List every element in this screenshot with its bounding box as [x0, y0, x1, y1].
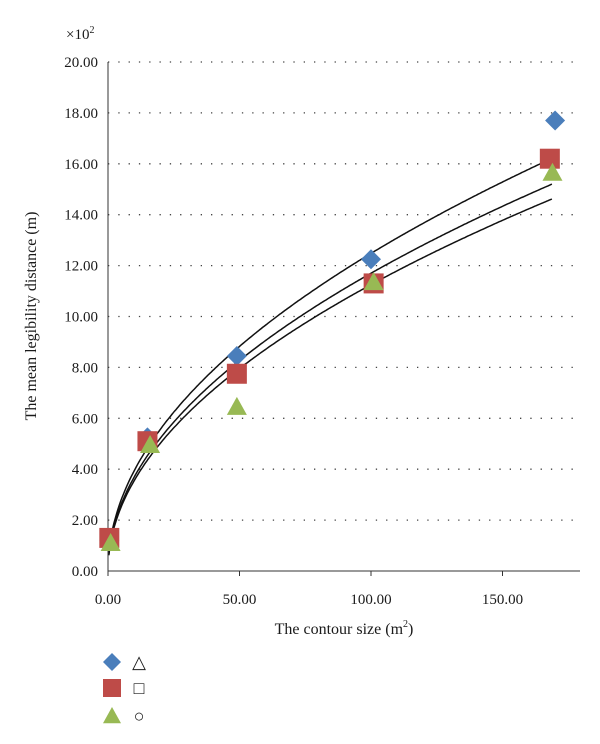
x-tick-label: 100.00	[350, 592, 391, 608]
x-tick-label: 150.00	[482, 592, 523, 608]
y-multiplier: ×102	[66, 25, 94, 43]
y-tick-label: 8.00	[72, 360, 98, 376]
y-tick-label: 6.00	[72, 411, 98, 427]
legend-symbol: △	[132, 652, 146, 672]
diamond-point	[361, 249, 381, 270]
x-tick-label: 50.00	[223, 592, 257, 608]
legend-square-marker	[103, 679, 121, 697]
tick-labels: 0.00 2.00 4.00 6.00 8.00 10.00 12.00 14.00 16.00…	[64, 55, 523, 608]
y-tick-label: 20.00	[64, 55, 98, 71]
y-tick-label: 4.00	[72, 462, 98, 478]
y-tick-label: 16.00	[64, 157, 98, 173]
fit-curve-1	[108, 157, 553, 554]
y-tick-label: 18.00	[64, 106, 98, 122]
triangle-point	[226, 396, 247, 415]
x-axis-title: The contour size (m2)	[275, 619, 414, 638]
square-point	[226, 363, 247, 384]
x-tick-label: 0.00	[95, 592, 121, 608]
y-tick-label: 10.00	[64, 310, 98, 326]
triangle-point	[542, 162, 563, 181]
fit-curve-2	[108, 183, 553, 555]
legend: △ □ ○	[103, 652, 146, 726]
legend-symbol: ○	[134, 706, 145, 726]
fit-curve-3	[108, 198, 553, 556]
triangle-point	[140, 435, 161, 454]
diamond-point	[545, 110, 566, 131]
legend-diamond-marker	[103, 653, 121, 671]
data-points	[99, 110, 566, 552]
y-tick-label: 14.00	[64, 208, 98, 224]
legend-triangle-marker	[103, 707, 121, 724]
y-tick-label: 0.00	[72, 564, 98, 580]
square-point	[539, 148, 560, 169]
y-tick-label: 2.00	[72, 513, 98, 529]
gridlines	[108, 61, 580, 521]
y-tick-label: 12.00	[64, 259, 98, 275]
triangle-point	[100, 533, 121, 552]
axes	[107, 62, 580, 572]
legend-symbol: □	[134, 678, 145, 698]
y-axis-title: The mean legibility distance (m)	[23, 212, 40, 421]
diamond-point	[226, 345, 247, 366]
fit-curves	[108, 157, 553, 556]
triangle-point	[363, 272, 384, 291]
